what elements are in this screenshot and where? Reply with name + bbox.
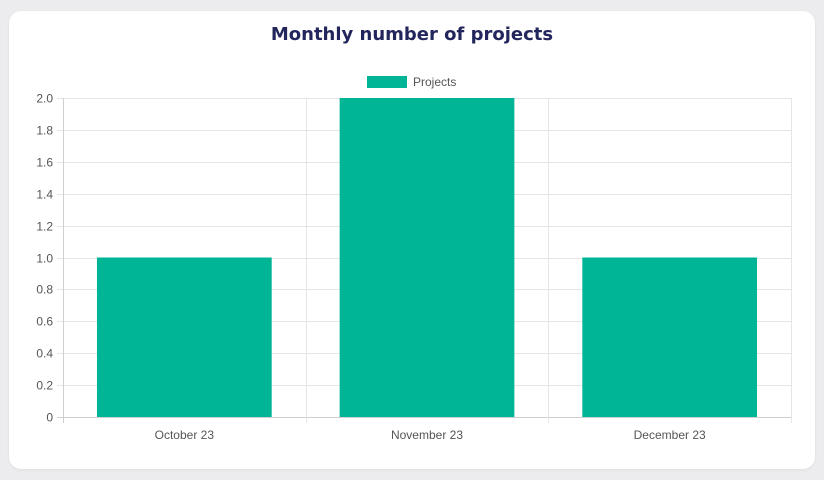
y-tick-label: 0.4 (36, 347, 53, 361)
chart-title: Monthly number of projects (270, 24, 554, 45)
y-tick-label: 0.6 (36, 315, 53, 329)
x-tick-label: October 23 (155, 428, 215, 442)
y-tick-label: 1.6 (36, 156, 53, 170)
legend-label-projects: Projects (413, 75, 456, 89)
y-tick-label: 0.2 (36, 379, 53, 393)
y-axis-tick-labels: 0 0.2 0.4 0.6 0.8 1.0 1.2 1.4 1.6 1.8 2.0 (36, 92, 53, 425)
bar-october-23 (96, 257, 272, 417)
y-tick-label: 1.0 (36, 252, 53, 266)
y-tick-label: 1.2 (36, 220, 53, 234)
x-axis-tick-labels: October 23 November 23 December 23 (155, 428, 706, 442)
y-tick-label: 0 (46, 411, 53, 425)
y-tick-label: 1.8 (36, 124, 53, 138)
x-tick-label: December 23 (634, 428, 706, 442)
y-tick-label: 2.0 (36, 92, 53, 106)
bar-december-23 (582, 257, 758, 417)
bars (96, 98, 758, 417)
legend-swatch-projects (367, 76, 407, 88)
legend[interactable]: Projects (367, 75, 456, 89)
x-tick-label: November 23 (391, 428, 463, 442)
bar-november-23 (339, 98, 515, 417)
y-tick-label: 1.4 (36, 188, 53, 202)
y-tick-label: 0.8 (36, 283, 53, 297)
